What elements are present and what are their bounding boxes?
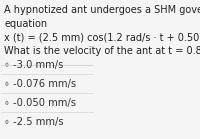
- Text: A hypnotized ant undergoes a SHM governed by the: A hypnotized ant undergoes a SHM governe…: [4, 5, 200, 15]
- Text: -0.050 mm/s: -0.050 mm/s: [13, 98, 76, 108]
- Text: -2.5 mm/s: -2.5 mm/s: [13, 117, 64, 127]
- Text: equation: equation: [4, 19, 47, 29]
- Text: -3.0 mm/s: -3.0 mm/s: [13, 60, 64, 70]
- Text: x (t) = (2.5 mm) cos(1.2 rad/s · t + 0.50 rad).: x (t) = (2.5 mm) cos(1.2 rad/s · t + 0.5…: [4, 33, 200, 43]
- Text: -0.076 mm/s: -0.076 mm/s: [13, 79, 76, 89]
- Text: What is the velocity of the ant at t = 0.80 s?: What is the velocity of the ant at t = 0…: [4, 46, 200, 56]
